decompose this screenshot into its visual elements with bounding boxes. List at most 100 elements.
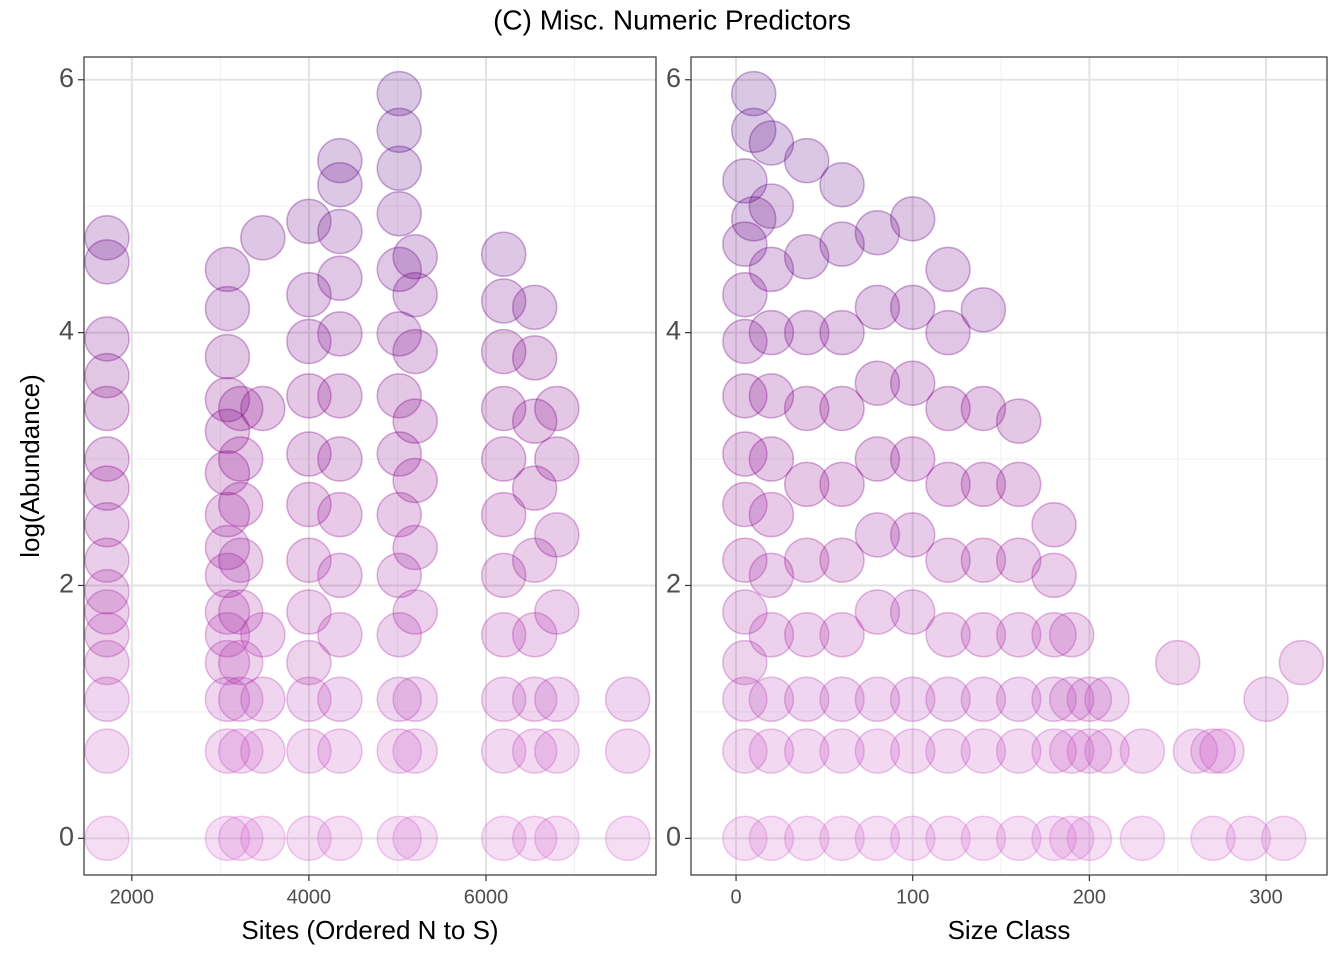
point bbox=[480, 612, 527, 658]
point bbox=[748, 373, 795, 419]
point bbox=[1031, 728, 1077, 774]
point bbox=[534, 436, 580, 482]
point bbox=[84, 589, 130, 635]
point bbox=[783, 309, 830, 356]
point bbox=[722, 676, 768, 723]
point bbox=[854, 728, 901, 774]
point bbox=[783, 537, 830, 583]
x-tick-label: 100 bbox=[896, 886, 929, 908]
point bbox=[480, 491, 527, 538]
point bbox=[722, 271, 768, 318]
point bbox=[84, 436, 130, 482]
point bbox=[925, 676, 971, 723]
point bbox=[854, 815, 901, 862]
point bbox=[819, 385, 865, 432]
point bbox=[286, 318, 332, 365]
point bbox=[217, 589, 264, 635]
point bbox=[480, 328, 527, 375]
point bbox=[748, 120, 795, 166]
point bbox=[392, 398, 438, 444]
point bbox=[511, 335, 558, 381]
point bbox=[392, 234, 438, 280]
point bbox=[286, 589, 332, 635]
point bbox=[376, 311, 422, 357]
point bbox=[748, 436, 795, 482]
point bbox=[1031, 676, 1077, 723]
point bbox=[534, 385, 580, 432]
point bbox=[1031, 552, 1077, 599]
point bbox=[286, 728, 332, 774]
y-tick-label: 6 bbox=[666, 63, 681, 93]
point bbox=[1172, 728, 1219, 774]
point bbox=[783, 676, 830, 723]
panel: 0 2 4 6 2000 4000 6000 Sites (Ordered N to S) lo… bbox=[15, 56, 657, 945]
point bbox=[240, 815, 286, 862]
point bbox=[217, 815, 264, 862]
point bbox=[748, 246, 795, 293]
point bbox=[511, 612, 558, 658]
point bbox=[217, 385, 264, 432]
point bbox=[722, 589, 768, 635]
point bbox=[204, 676, 251, 723]
point bbox=[854, 284, 901, 331]
point bbox=[1066, 815, 1113, 862]
point bbox=[204, 639, 251, 686]
point bbox=[204, 552, 251, 599]
point bbox=[783, 815, 830, 862]
point bbox=[392, 728, 438, 774]
point bbox=[286, 431, 332, 477]
point bbox=[925, 537, 971, 583]
x-tick-label: 300 bbox=[1249, 886, 1282, 908]
point bbox=[317, 815, 363, 862]
point bbox=[748, 676, 795, 723]
point bbox=[748, 612, 795, 658]
point bbox=[722, 431, 768, 477]
point bbox=[819, 309, 865, 356]
point bbox=[995, 612, 1042, 658]
point bbox=[317, 436, 363, 482]
point bbox=[480, 728, 527, 774]
point bbox=[84, 316, 130, 362]
point bbox=[534, 512, 580, 558]
y-tick-label: 0 bbox=[666, 821, 681, 851]
point bbox=[995, 398, 1042, 444]
point bbox=[84, 502, 130, 548]
point bbox=[960, 815, 1007, 862]
point bbox=[748, 309, 795, 356]
point bbox=[722, 158, 768, 204]
point bbox=[819, 461, 865, 508]
point bbox=[376, 70, 422, 117]
point bbox=[511, 728, 558, 774]
point bbox=[889, 728, 936, 774]
point bbox=[925, 612, 971, 658]
point bbox=[317, 552, 363, 599]
point bbox=[376, 107, 422, 154]
point bbox=[1119, 815, 1166, 862]
point bbox=[995, 815, 1042, 862]
point bbox=[783, 612, 830, 658]
point bbox=[217, 676, 264, 723]
point bbox=[392, 271, 438, 318]
point bbox=[748, 183, 795, 229]
point bbox=[480, 231, 527, 277]
point bbox=[84, 612, 130, 658]
point bbox=[783, 728, 830, 774]
point bbox=[480, 815, 527, 862]
point bbox=[392, 457, 438, 504]
point bbox=[722, 537, 768, 583]
point bbox=[1190, 815, 1236, 862]
point bbox=[84, 815, 130, 862]
point bbox=[1243, 676, 1289, 723]
point bbox=[376, 815, 422, 862]
point bbox=[84, 385, 130, 432]
point bbox=[1031, 612, 1077, 658]
point bbox=[204, 333, 251, 380]
point bbox=[1031, 502, 1077, 548]
point bbox=[722, 318, 768, 365]
point bbox=[376, 145, 422, 192]
point bbox=[854, 589, 901, 635]
point bbox=[204, 728, 251, 774]
point bbox=[317, 137, 363, 184]
point bbox=[392, 815, 438, 862]
